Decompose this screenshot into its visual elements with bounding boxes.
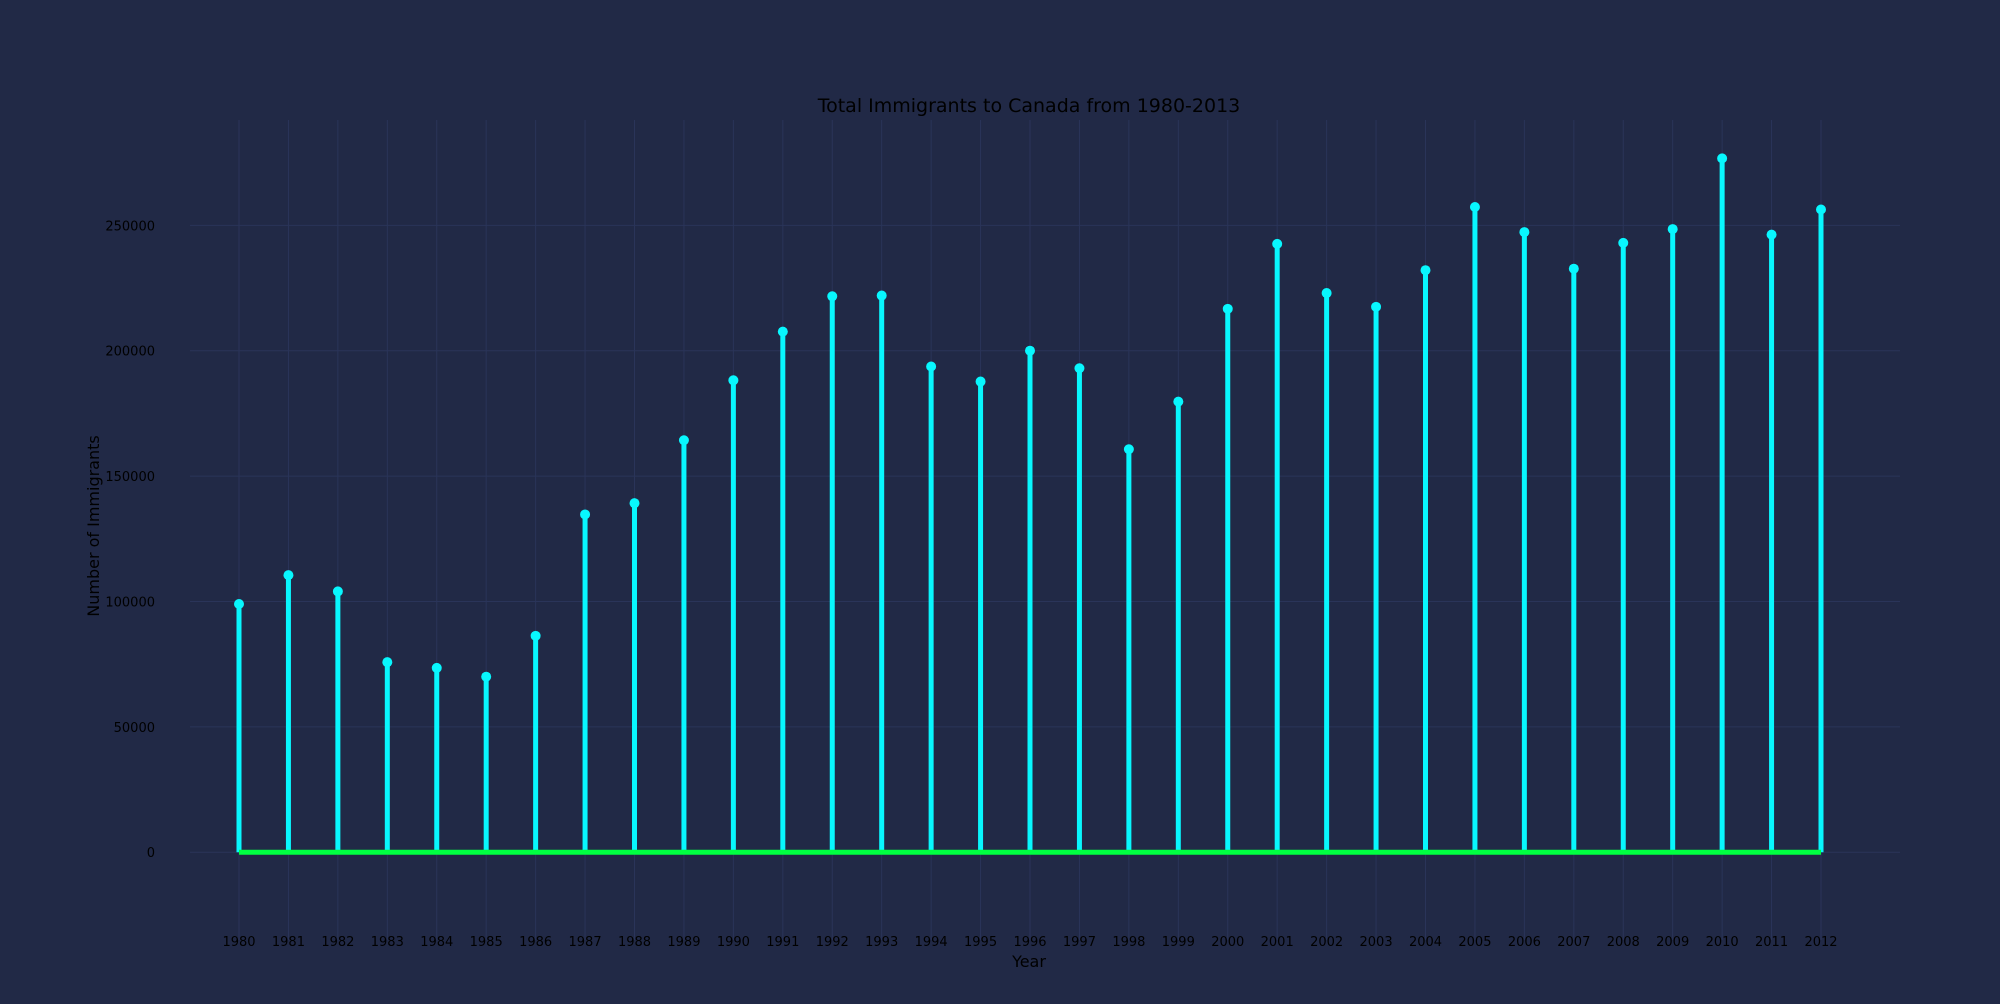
x-tick-label: 2011 [1755,935,1788,950]
stem-marker [1618,237,1629,248]
stem-marker [1371,301,1382,312]
stem-marker [580,509,591,520]
stem-marker [283,570,294,581]
stem-marker [530,630,541,641]
chart-title: Total Immigrants to Canada from 1980-201… [817,95,1241,117]
x-tick-labels: 1980 1981 1982 1983 1984 1985 1986 1987 1988 1989… [222,935,1837,950]
x-tick-label: 2006 [1508,935,1541,950]
x-axis-label: Year [1011,952,1046,971]
x-tick-label: 1983 [371,935,404,950]
x-tick-label: 1991 [766,935,799,950]
y-tick-labels: 0 50000 100000 150000 200000 250000 [105,219,155,861]
x-tick-label: 1982 [321,935,354,950]
y-tick-label: 200000 [105,345,155,360]
stem-marker [1222,303,1233,314]
stem-marker [1667,224,1678,235]
x-tick-label: 1996 [1013,935,1046,950]
x-tick-label: 2003 [1360,935,1393,950]
x-tick-label: 1994 [915,935,948,950]
y-tick-label: 50000 [114,721,155,736]
x-tick-label: 2004 [1409,935,1442,950]
x-tick-label: 1999 [1162,935,1195,950]
x-tick-label: 2012 [1804,935,1837,950]
stem-marker [678,435,689,446]
stem-marker [1568,263,1579,274]
stem-marker [481,671,492,682]
x-tick-label: 1986 [519,935,552,950]
x-tick-label: 2008 [1607,935,1640,950]
y-tick-label: 100000 [105,595,155,610]
stem-marker [431,662,442,673]
grid-lines [190,120,1900,940]
stem-marker [1469,202,1480,213]
x-tick-label: 1989 [667,935,700,950]
y-tick-label: 150000 [105,470,155,485]
stem-marker [234,598,244,609]
y-axis-label: Number of Immigrants [84,435,103,617]
stem-marker [728,375,739,386]
stem-marker [629,498,640,509]
x-tick-label: 1995 [964,935,997,950]
x-tick-label: 1992 [816,935,849,950]
x-tick-label: 1998 [1112,935,1145,950]
y-tick-label: 250000 [105,219,155,234]
x-tick-label: 2000 [1211,935,1244,950]
stem-marker [1074,363,1085,374]
stem-markers [234,153,1826,682]
x-tick-label: 2001 [1261,935,1294,950]
x-tick-label: 1981 [272,935,305,950]
x-tick-label: 2002 [1310,935,1343,950]
x-tick-label: 1987 [569,935,602,950]
stem-marker [1816,204,1826,215]
x-tick-label: 1988 [618,935,651,950]
stem-marker [332,586,343,597]
x-tick-label: 1985 [470,935,503,950]
stem-marker [827,291,838,302]
stem-marker [1519,227,1530,238]
x-tick-label: 1980 [222,935,255,950]
stem-marker [1321,288,1332,299]
stem-marker [1766,229,1777,240]
x-tick-label: 1990 [717,935,750,950]
stem-marker [975,376,986,387]
stem-marker [876,290,887,301]
stem-marker [1272,238,1283,249]
y-tick-label: 0 [147,846,155,861]
stem-marker [382,657,393,668]
x-tick-label: 2005 [1458,935,1491,950]
x-tick-label: 1993 [865,935,898,950]
stem-marker [1173,396,1184,407]
stem-marker [1420,265,1431,276]
stems [236,158,1824,853]
stem-marker [1123,444,1134,455]
stem-marker [1717,153,1728,164]
x-tick-label: 2009 [1656,935,1689,950]
stem-marker [1025,345,1035,356]
x-tick-label: 1984 [420,935,453,950]
stem-marker [777,326,788,337]
x-tick-label: 2010 [1706,935,1739,950]
stem-marker [926,361,937,372]
x-tick-label: 1997 [1063,935,1096,950]
x-tick-label: 2007 [1557,935,1590,950]
